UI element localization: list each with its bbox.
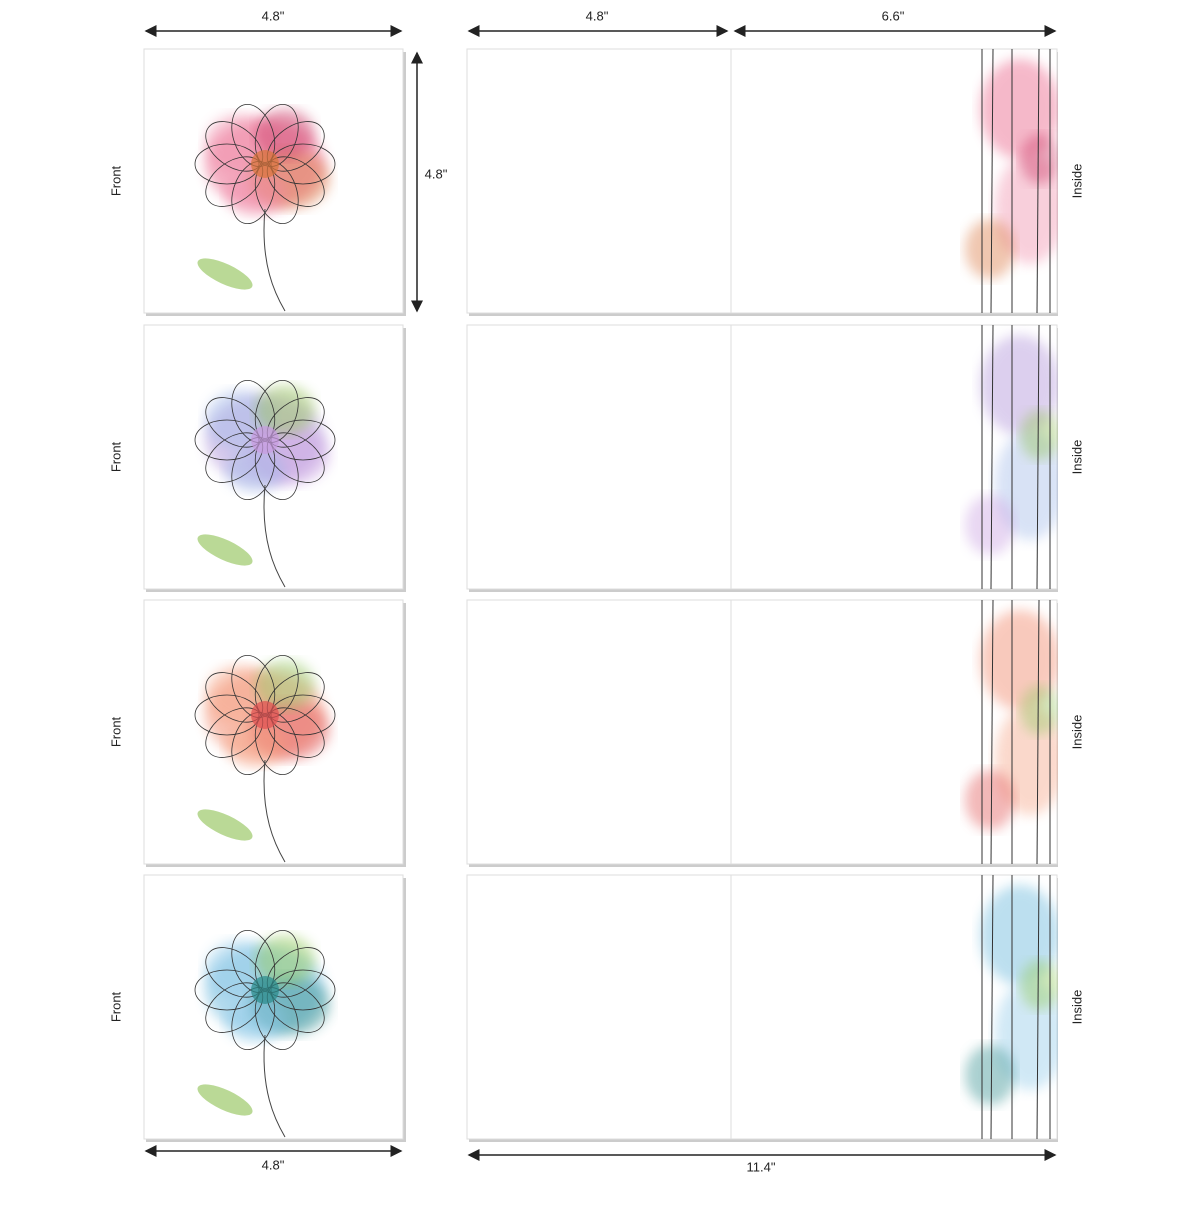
watercolor [965,770,1015,830]
inside-card [466,48,1058,314]
flower-illustration [194,104,336,312]
watercolor [225,723,285,767]
stem [263,759,286,863]
flower-center [251,976,279,1004]
stripe-line [990,48,994,314]
inside-card [466,324,1058,590]
stripe-line [1036,324,1040,590]
front-label: Front [108,165,123,196]
watercolor [225,998,285,1042]
stem [263,484,286,588]
flower-center [251,426,279,454]
inside-card [466,599,1058,865]
inside-watercolor [965,323,1088,595]
edge-mask [1058,873,1088,1145]
stripe-line [1036,599,1040,865]
watercolor [1020,134,1060,184]
inside-label: Inside [1069,440,1084,475]
front-label: Front [108,716,123,747]
stem [263,1034,286,1138]
flower-illustration [194,930,336,1138]
inside-label: Inside [1069,990,1084,1025]
inside-label: Inside [1069,715,1084,750]
stem [263,208,286,312]
dimension-label: 4.8" [262,1157,285,1172]
inside-watercolor [965,47,1088,319]
dimension-label: 4.8" [262,8,285,23]
stripe-line [1036,874,1040,1140]
leaf [197,534,253,566]
stripe-line [1036,48,1040,314]
card-rows: Front Inside Front Inside Front Inside Front In… [108,47,1088,1145]
edge-mask [1058,47,1088,319]
edge-mask [1058,598,1088,870]
card-row: Front Inside [108,873,1088,1145]
inside-watercolor [965,873,1088,1145]
stripe-line [990,324,994,590]
card-row: Front Inside [108,323,1088,595]
dimension-label: 4.8" [425,166,448,181]
watercolor [225,448,285,492]
flower-illustration [194,380,336,588]
leaf [197,258,253,290]
leaf [197,1084,253,1116]
inside-card [466,874,1058,1140]
watercolor [965,1045,1015,1105]
watercolor [1020,410,1060,460]
watercolor [965,495,1015,555]
watercolor [965,219,1015,279]
front-label: Front [108,441,123,472]
leaf [197,809,253,841]
stripe-line [990,599,994,865]
card-row: Front Inside [108,47,1088,319]
flower-center [251,150,279,178]
edge-mask [1058,323,1088,595]
flower-center [251,701,279,729]
dimension-label: 11.4" [747,1159,776,1174]
inside-label: Inside [1069,164,1084,199]
watercolor [225,172,285,216]
flower-illustration [194,655,336,863]
dimension-label: 4.8" [586,8,609,23]
inside-watercolor [965,598,1088,870]
card-row: Front Inside [108,598,1088,870]
watercolor [1020,960,1060,1010]
stripe-line [990,874,994,1140]
dimension-label: 6.6" [882,8,905,23]
watercolor [1020,685,1060,735]
dimension-lines [144,25,1057,1161]
front-label: Front [108,991,123,1022]
